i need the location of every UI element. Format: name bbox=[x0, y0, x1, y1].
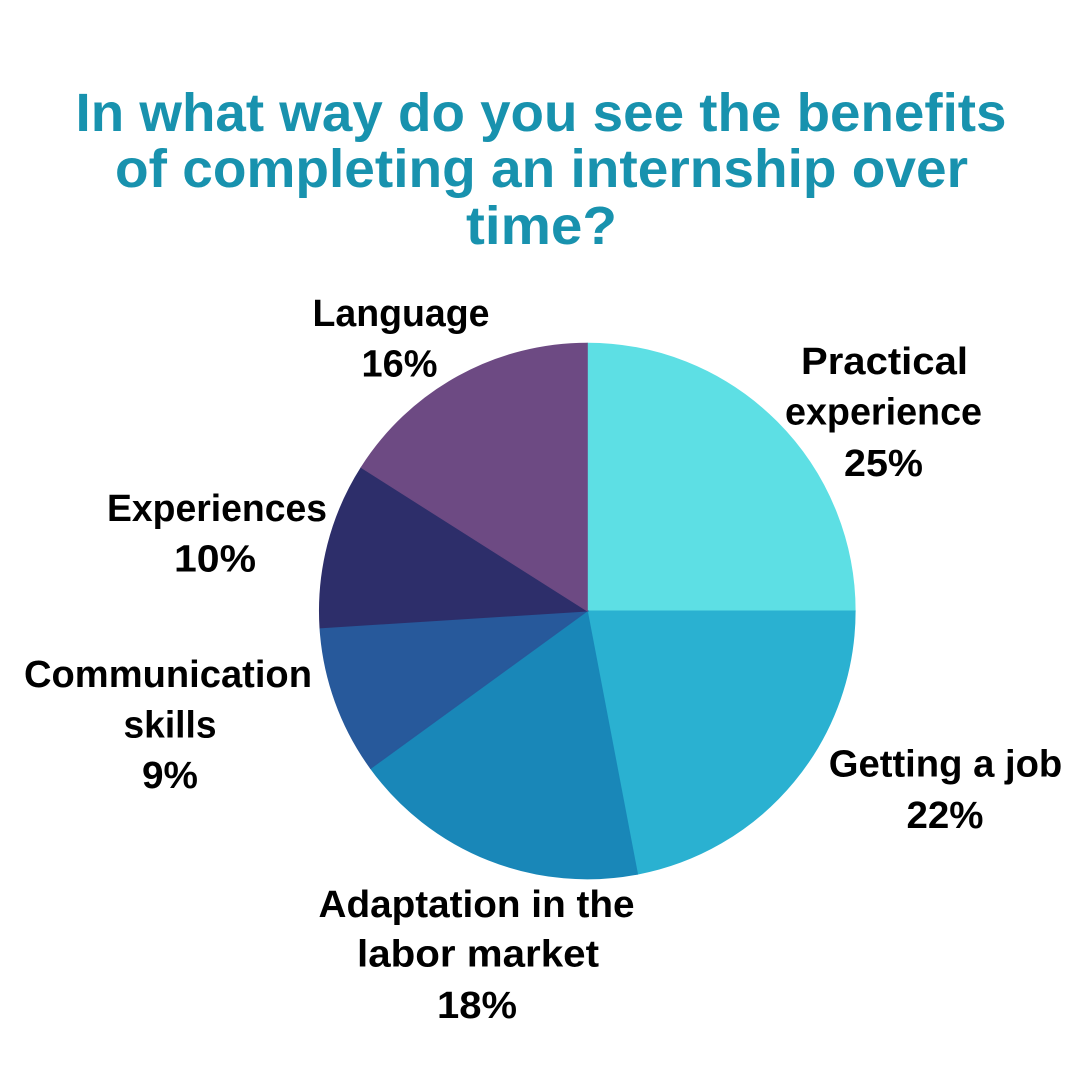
svg-text:Practical: Practical bbox=[801, 341, 968, 383]
svg-text:Adaptation in the: Adaptation in the bbox=[319, 884, 635, 926]
svg-text:Communication: Communication bbox=[24, 654, 312, 696]
svg-text:experience: experience bbox=[785, 392, 982, 434]
svg-text:labor market: labor market bbox=[357, 934, 599, 976]
svg-text:time?: time? bbox=[466, 197, 617, 256]
svg-text:22%: 22% bbox=[907, 795, 984, 837]
svg-text:skills: skills bbox=[124, 705, 217, 747]
svg-text:18%: 18% bbox=[437, 985, 517, 1027]
svg-text:25%: 25% bbox=[844, 443, 923, 485]
svg-text:of completing an internship ov: of completing an internship over bbox=[115, 140, 968, 199]
svg-text:10%: 10% bbox=[174, 539, 256, 581]
svg-text:9%: 9% bbox=[142, 755, 198, 797]
svg-text:16%: 16% bbox=[362, 344, 438, 386]
svg-text:Language: Language bbox=[313, 293, 490, 335]
svg-text:Getting a job: Getting a job bbox=[829, 744, 1063, 786]
svg-text:In what way do you see the ben: In what way do you see the benefits bbox=[76, 84, 1007, 143]
svg-text:Experiences: Experiences bbox=[107, 488, 327, 530]
